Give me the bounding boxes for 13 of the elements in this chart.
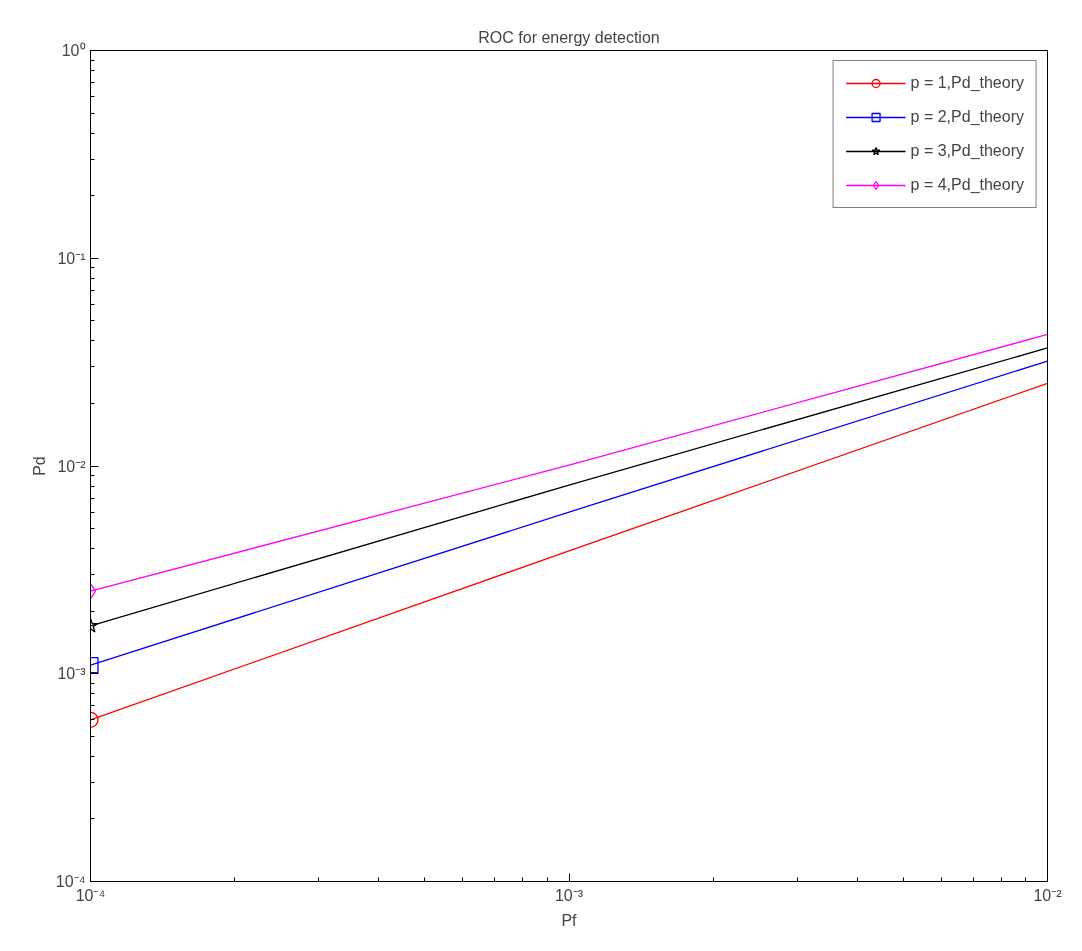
legend-label: p = 3,Pd_theory (910, 142, 1024, 160)
y-axis-title: Pd (30, 456, 48, 476)
legend-label: p = 1,Pd_theory (910, 74, 1024, 92)
chart-title: ROC for energy detection (478, 28, 660, 46)
y-tick-label: 10⁰ (61, 42, 86, 59)
y-tick-label: 10⁻² (57, 457, 87, 475)
x-axis-title: Pf (561, 911, 578, 929)
legend-label: p = 4,Pd_theory (910, 176, 1024, 194)
y-tick-label: 10⁻³ (57, 665, 87, 683)
x-tick-label: 10⁻³ (554, 886, 584, 904)
y-tick-label: 10⁻¹ (57, 249, 86, 267)
x-tick-label: 10⁻² (1033, 886, 1063, 904)
legend-label: p = 2,Pd_theory (910, 108, 1024, 126)
